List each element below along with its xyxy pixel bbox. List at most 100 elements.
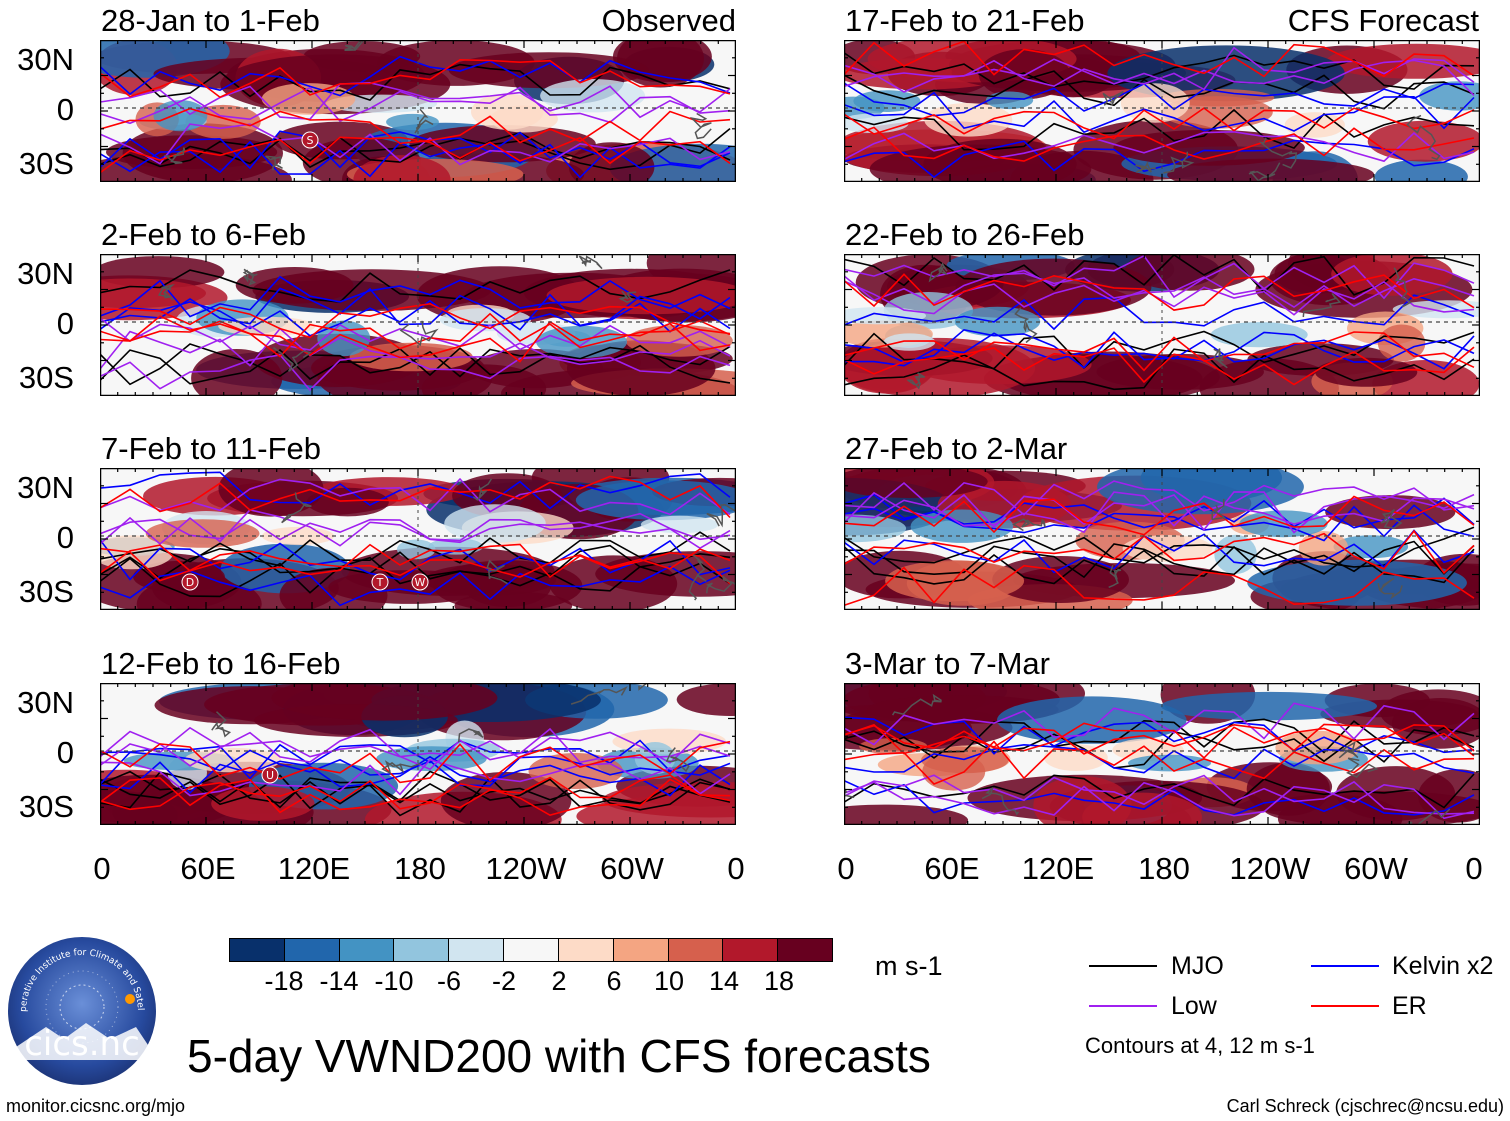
field-blob <box>1097 468 1304 515</box>
contour-line <box>844 480 1475 516</box>
field-blob <box>454 591 573 610</box>
storm-marker: W <box>411 573 429 591</box>
contour-line <box>844 529 1475 574</box>
ylabel-30s: 30S <box>18 789 74 824</box>
field-blob <box>1113 129 1305 166</box>
field-blob <box>640 515 719 534</box>
ylabel-0: 0 <box>56 735 74 770</box>
contour-line <box>100 547 731 582</box>
contour-line <box>100 275 731 318</box>
storm-marker-label: D <box>186 576 194 589</box>
colorbar-swatch <box>504 939 559 961</box>
xlabel-0: 0 <box>727 851 745 886</box>
field-blob <box>386 113 439 131</box>
contour-line <box>100 81 731 121</box>
contour-line <box>844 58 1475 96</box>
contours <box>100 55 731 179</box>
coastline <box>414 108 434 134</box>
ylabel-0: 0 <box>56 306 74 341</box>
heatmap-panel-8 <box>844 683 1480 825</box>
contour-line <box>100 317 731 351</box>
contour-line <box>844 743 1475 780</box>
coastline <box>706 503 736 528</box>
field-blob <box>546 276 736 315</box>
footer-url: monitor.cicsnc.org/mjo <box>6 1096 186 1116</box>
ticks <box>100 683 736 825</box>
coastline <box>1346 757 1379 779</box>
storm-marker: D <box>181 573 199 591</box>
coastline <box>163 147 186 165</box>
contour-line <box>844 493 1475 529</box>
colorbar-swatch <box>284 939 340 961</box>
contour-line <box>844 526 1475 568</box>
panel-fcst-3 <box>844 468 1480 610</box>
contour-line <box>844 139 1475 179</box>
ticks <box>100 40 736 182</box>
cics-logo: Cooperative Institute for Climate and Sa… <box>3 928 158 1087</box>
contour-line <box>100 565 731 607</box>
contour-line <box>844 718 1475 754</box>
contour-line <box>844 540 1475 579</box>
field-blob <box>924 103 1013 137</box>
legend-label-kelvin: Kelvin x2 <box>1392 952 1494 980</box>
contour-line <box>100 63 731 102</box>
field-blob <box>853 90 921 112</box>
heatmap-panel-4: U <box>100 683 736 825</box>
coastline <box>1393 267 1413 308</box>
field-blob <box>100 278 206 309</box>
ylabel-30s: 30S <box>18 146 74 181</box>
coastline <box>1102 90 1124 106</box>
coastline <box>1338 741 1362 759</box>
contour-line <box>100 758 731 797</box>
ticks <box>844 683 1480 825</box>
panel-title-8: 3-Mar to 7-Mar <box>845 646 1050 681</box>
coastlines <box>1102 90 1441 182</box>
field-blob <box>992 556 1129 603</box>
contour-line <box>844 491 1475 534</box>
coastline <box>665 747 690 773</box>
xlabel-180: 180 <box>1138 851 1190 886</box>
storm-marker-label: U <box>266 769 274 782</box>
contours <box>100 726 731 817</box>
contour-line <box>844 346 1475 386</box>
contour-line <box>100 774 731 814</box>
colorbar-label: -14 <box>319 966 359 996</box>
colorbar-label: 18 <box>763 966 795 996</box>
legend-label-low: Low <box>1171 992 1217 1020</box>
coastline <box>1406 114 1441 161</box>
contour-line <box>844 254 1475 296</box>
xlabel-0: 0 <box>1465 851 1483 886</box>
field-blob <box>1160 691 1377 721</box>
ticks <box>844 468 1480 610</box>
coastline <box>578 255 603 270</box>
panel-title-4: 12-Feb to 16-Feb <box>101 646 341 681</box>
contour-line <box>844 331 1475 372</box>
panel-fcst-1 <box>844 40 1480 182</box>
units-label: m s-1 <box>875 951 943 981</box>
coastlines <box>157 255 637 372</box>
coastline <box>457 728 484 743</box>
field-blob <box>985 91 1034 110</box>
contour-line <box>844 40 1475 78</box>
contour-line <box>100 131 731 169</box>
storm-marker-label: T <box>376 576 384 589</box>
panel-title-7: 27-Feb to 2-Mar <box>845 431 1068 466</box>
heatmap-panel-6 <box>844 254 1480 396</box>
coastline <box>1258 137 1298 169</box>
coastline <box>265 155 283 171</box>
panel-title-3: 7-Feb to 11-Feb <box>101 431 321 466</box>
logo-text: cics.nc <box>24 1024 140 1064</box>
colorbar-swatch <box>613 939 669 961</box>
contour-line <box>100 755 731 797</box>
coastline <box>689 112 712 140</box>
xlabel-0: 0 <box>93 851 111 886</box>
xlabel-60w: 60W <box>1344 851 1408 886</box>
contour-line <box>100 123 731 166</box>
coastlines <box>163 40 719 171</box>
field-blob <box>844 468 988 498</box>
coastlines <box>907 262 1413 390</box>
coastline <box>928 262 948 283</box>
xlabel-120e: 120E <box>1021 851 1095 886</box>
coastline <box>157 283 175 301</box>
contours-note: Contours at 4, 12 m s-1 <box>1085 1033 1315 1058</box>
